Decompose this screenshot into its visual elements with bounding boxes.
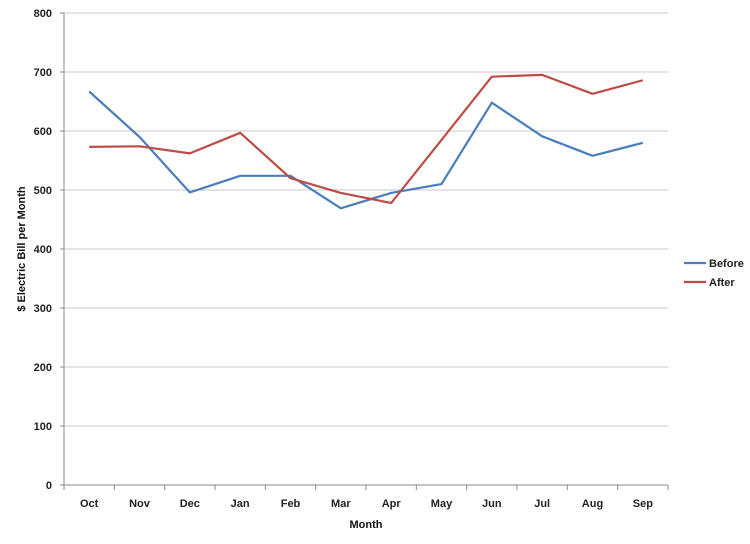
y-tick-label: 200: [34, 362, 52, 374]
x-tick-label: Oct: [80, 498, 99, 510]
y-tick-label: 300: [34, 303, 52, 315]
y-tick-label: 100: [34, 421, 52, 433]
x-tick-label: Jun: [482, 498, 502, 510]
x-tick-label: Apr: [382, 498, 402, 510]
x-tick-label: Jul: [534, 498, 550, 510]
y-tick-label: 0: [46, 480, 52, 492]
x-tick-label: Mar: [331, 498, 351, 510]
x-tick-label: Feb: [281, 498, 301, 510]
x-tick-label: Aug: [582, 498, 603, 510]
x-axis-title: Month: [350, 519, 383, 531]
gridlines: [60, 12, 668, 486]
y-tick-label: 600: [34, 126, 52, 138]
legend: Before After: [684, 258, 744, 289]
x-tick-labels: Oct Nov Dec Jan Feb Mar Apr May Jun Jul Aug Sep: [80, 498, 653, 510]
y-tick-label: 800: [34, 8, 52, 20]
y-tick-label: 400: [34, 244, 52, 256]
x-tick-label: Sep: [633, 498, 653, 510]
y-tick-label: 500: [34, 185, 52, 197]
axes: [63, 13, 669, 490]
series-line-before: [88, 90, 644, 210]
y-tick-label: 700: [34, 67, 52, 79]
x-tick-label: Jan: [231, 498, 250, 510]
x-tick-label: Nov: [129, 498, 151, 510]
y-axis-title: $ Electric Bill per Month: [16, 186, 28, 312]
series-line-after: [89, 73, 644, 205]
legend-label-after: After: [709, 277, 735, 289]
y-tick-labels: 0 100 200 300 400 500 600 700 800: [34, 8, 52, 492]
series-lines: [88, 73, 644, 210]
x-tick-label: Dec: [180, 498, 200, 510]
x-tick-label: May: [431, 498, 453, 510]
legend-label-before: Before: [709, 258, 744, 270]
